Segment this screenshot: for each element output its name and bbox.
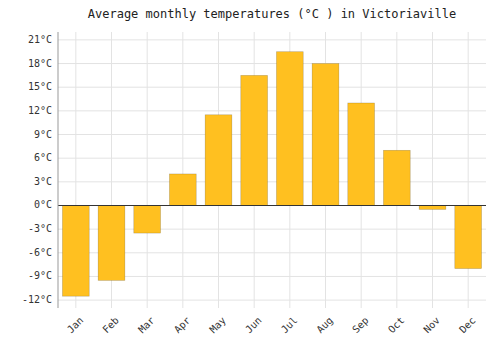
x-tick-label: Oct — [386, 315, 407, 336]
x-tick-label: Jul — [279, 315, 300, 336]
y-axis-line — [58, 32, 59, 308]
bar — [241, 75, 268, 205]
bar — [169, 174, 196, 206]
chart-container: -12°C -9°C -6°C -3°C 0°C 3°C 6°C 9°C 12°C 15°C 18°… — [0, 0, 500, 350]
chart: -12°C -9°C -6°C -3°C 0°C 3°C 6°C 9°C 12°C 15°C 18°… — [0, 0, 500, 350]
x-tick-label: Aug — [314, 315, 335, 336]
y-tick-label: -3°C — [28, 223, 52, 234]
y-tick-label: -6°C — [28, 247, 52, 258]
y-tick-labels: -12°C -9°C -6°C -3°C 0°C 3°C 6°C 9°C 12°C 15°C 18°… — [22, 34, 52, 305]
x-tick-label: May — [207, 315, 228, 336]
bar — [276, 52, 303, 206]
y-grid-line — [58, 181, 486, 182]
x-tick-labels: Jan Feb Mar Apr May Jun Jul Aug Sep Oct Nov Dec — [65, 315, 478, 336]
y-grid-line — [58, 205, 486, 206]
y-tick-label: 0°C — [34, 199, 52, 210]
y-grid-line — [58, 300, 486, 301]
bar — [205, 115, 232, 206]
y-grid-line — [58, 110, 486, 111]
bar — [62, 205, 89, 296]
y-grid-line — [58, 39, 486, 40]
x-grid-line — [182, 32, 183, 308]
y-tick-label: -9°C — [28, 270, 52, 281]
x-grid-line — [147, 32, 148, 308]
y-grid-line — [58, 134, 486, 135]
y-tick-label: 18°C — [28, 58, 52, 69]
x-tick-label: Feb — [100, 315, 121, 336]
x-tick-label: Jan — [65, 315, 86, 336]
bar — [312, 64, 339, 206]
x-tick-label: Mar — [136, 315, 157, 336]
x-tick-label: Apr — [172, 315, 193, 336]
bar — [348, 103, 375, 206]
bar — [98, 205, 125, 280]
y-grid-line — [58, 63, 486, 64]
y-tick-label: 6°C — [34, 152, 52, 163]
bar — [455, 205, 482, 268]
x-tick-label: Jun — [243, 315, 264, 336]
y-tick-label: 21°C — [28, 34, 52, 45]
y-tick-label: 15°C — [28, 81, 52, 92]
bar — [134, 205, 161, 233]
x-tick-label: Sep — [350, 315, 371, 336]
y-tick-label: -12°C — [22, 294, 52, 305]
y-tick-label: 12°C — [28, 105, 52, 116]
y-grid-line — [58, 158, 486, 159]
x-tick-label: Nov — [421, 315, 442, 336]
baseline — [58, 205, 486, 206]
y-tick-label: 3°C — [34, 176, 52, 187]
x-tick-label: Dec — [457, 315, 478, 336]
y-grid-line — [58, 87, 486, 88]
grid — [58, 32, 486, 308]
bar — [383, 150, 410, 205]
y-tick-label: 9°C — [34, 129, 52, 140]
title: Average monthly temperatures (°C ) in Vi… — [88, 7, 456, 21]
x-grid-line — [432, 32, 433, 308]
bars — [62, 52, 481, 296]
